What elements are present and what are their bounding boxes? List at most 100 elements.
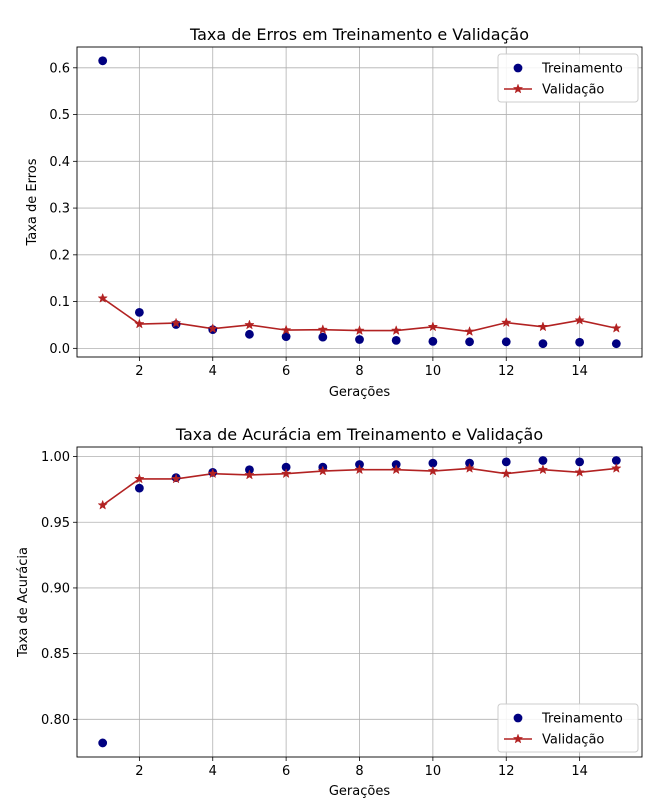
- validation-point: [354, 325, 365, 336]
- validation-point: [390, 325, 402, 336]
- y-axis-label: Taxa de Erros: [25, 158, 40, 246]
- validation-point: [244, 319, 255, 330]
- training-point: [281, 462, 291, 472]
- training-point: [538, 339, 548, 349]
- x-tick-label: 6: [282, 764, 290, 779]
- legend-validation-label: Validação: [542, 83, 604, 98]
- y-tick-label: 0.2: [49, 248, 70, 263]
- training-point: [391, 336, 401, 345]
- validation-point: [317, 465, 329, 476]
- y-tick-label: 0.1: [49, 295, 70, 310]
- validation-point: [464, 325, 475, 336]
- x-axis-label: Gerações: [329, 784, 390, 799]
- training-point: [538, 456, 548, 465]
- validation-point: [574, 466, 585, 477]
- x-tick-label: 4: [209, 364, 217, 379]
- x-tick-label: 12: [498, 364, 515, 379]
- legend: Treinamento Validação: [497, 703, 639, 753]
- y-tick-label: 0.0: [49, 342, 70, 357]
- y-tick-label: 0.80: [41, 713, 70, 728]
- x-tick-label: 2: [135, 764, 143, 779]
- legend-box: [497, 53, 639, 103]
- y-tick-label: 0.3: [49, 202, 70, 217]
- training-point: [318, 332, 328, 342]
- y-tick-label: 0.90: [41, 581, 70, 596]
- validation-point: [280, 324, 292, 335]
- validation-point: [244, 469, 255, 480]
- x-tick-label: 6: [282, 364, 290, 379]
- validation-point: [427, 321, 439, 332]
- training-point: [355, 335, 364, 344]
- validation-point: [464, 462, 475, 473]
- legend-validation-marker: [512, 733, 524, 744]
- validation-point: [537, 464, 549, 475]
- validation-point: [390, 464, 402, 475]
- training-point: [281, 332, 291, 342]
- validation-point: [280, 468, 292, 479]
- training-point: [501, 457, 511, 467]
- validation-point: [170, 473, 182, 484]
- validation-point: [97, 292, 108, 303]
- validation-point: [354, 464, 365, 475]
- validation-point: [317, 324, 329, 335]
- x-tick-label: 14: [571, 364, 588, 379]
- axes-frame: [76, 46, 643, 358]
- legend-training-label: Treinamento: [541, 712, 623, 727]
- y-tick-label: 0.5: [49, 108, 70, 123]
- legend-validation-marker: [512, 83, 524, 94]
- training-point: [428, 458, 438, 468]
- chart-title: Taxa de Acurácia em Treinamento e Valida…: [175, 425, 543, 444]
- x-tick-label: 10: [425, 364, 442, 379]
- legend-training-marker: [513, 713, 523, 723]
- training-point: [611, 339, 621, 349]
- validation-point: [611, 462, 622, 473]
- validation-point: [611, 322, 622, 333]
- y-tick-label: 1.00: [41, 450, 70, 465]
- axes-frame: [76, 446, 643, 758]
- validation-point: [134, 473, 145, 484]
- validation-point: [537, 321, 549, 332]
- training-point: [575, 457, 585, 467]
- validation-point: [134, 318, 145, 329]
- validation-point: [207, 468, 218, 479]
- validation-point: [501, 468, 512, 479]
- training-point: [575, 337, 585, 347]
- y-tick-label: 0.85: [41, 647, 70, 662]
- training-point: [465, 337, 474, 347]
- training-point: [245, 329, 254, 339]
- x-tick-label: 12: [498, 764, 515, 779]
- subplot-2: 2 4 6 8 10 12 14 0.80 0.85 0.90 0.95 1.00 Taxa de Ac…: [16, 425, 643, 799]
- x-tick-label: 8: [355, 764, 363, 779]
- validation-point: [97, 499, 108, 510]
- validation-point: [574, 314, 585, 325]
- y-tick-label: 0.95: [41, 516, 70, 531]
- y-tick-label: 0.4: [49, 155, 70, 170]
- subplot-1: 2 4 6 8 10 12 14 0.0 0.1 0.2 0.3 0.4 0.5 0.6 Taxa de E…: [25, 25, 643, 400]
- training-point: [134, 307, 144, 317]
- legend-validation-label: Validação: [542, 733, 604, 748]
- y-tick-label: 0.6: [49, 61, 70, 76]
- training-point: [98, 56, 108, 66]
- legend-box: [497, 703, 639, 753]
- training-point: [98, 738, 108, 748]
- x-tick-label: 8: [355, 364, 363, 379]
- training-point: [611, 456, 621, 465]
- training-point: [501, 337, 511, 347]
- chart-title: Taxa de Erros em Treinamento e Validação: [189, 25, 529, 44]
- legend-training-marker: [513, 63, 523, 73]
- training-point: [428, 336, 438, 346]
- validation-point: [427, 465, 439, 476]
- x-tick-label: 14: [571, 764, 588, 779]
- training-point: [134, 483, 144, 493]
- x-axis-label: Gerações: [329, 385, 390, 400]
- x-tick-label: 4: [209, 764, 217, 779]
- y-axis-label: Taxa de Acurácia: [16, 547, 31, 658]
- legend-training-label: Treinamento: [541, 62, 623, 77]
- x-tick-label: 10: [425, 764, 442, 779]
- validation-point: [501, 317, 512, 328]
- validation-point: [207, 323, 218, 334]
- x-tick-label: 2: [135, 364, 143, 379]
- legend: Treinamento Validação: [497, 53, 639, 103]
